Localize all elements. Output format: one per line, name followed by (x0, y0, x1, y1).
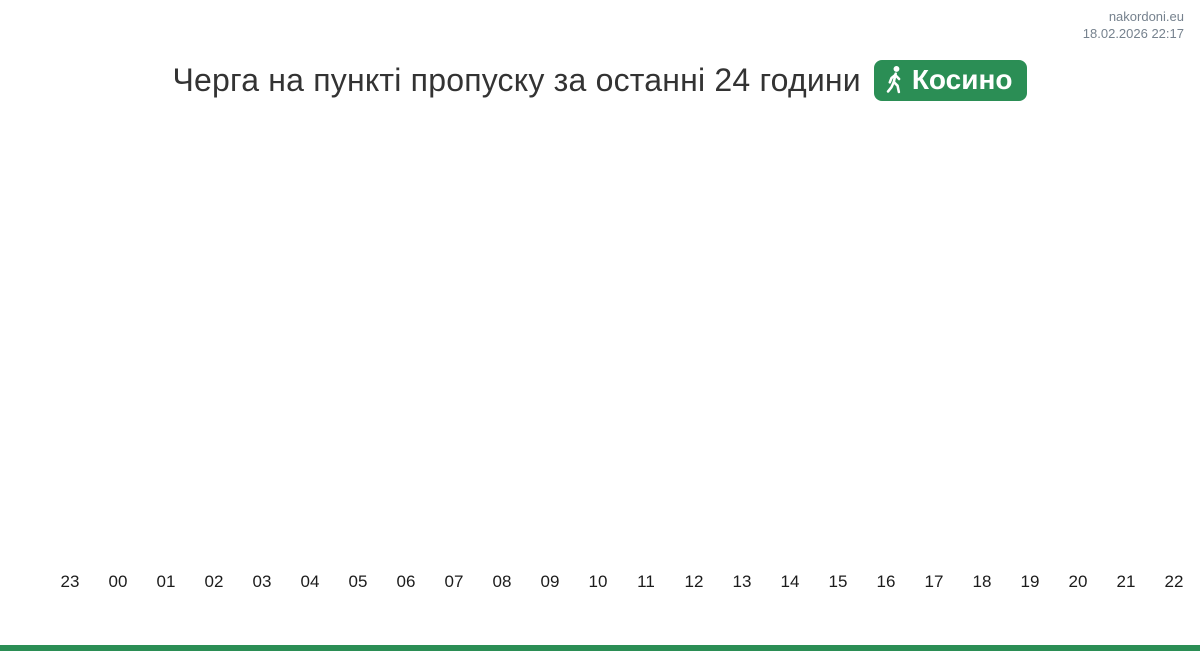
x-axis-label: 01 (156, 572, 176, 591)
x-axis-label: 17 (924, 572, 944, 591)
x-axis-label: 15 (828, 572, 848, 591)
x-axis-label: 22 (1164, 572, 1184, 591)
page-title: Черга на пункті пропуску за останні 24 г… (172, 61, 861, 98)
x-axis-label: 11 (637, 572, 655, 591)
x-axis-label: 21 (1116, 572, 1136, 591)
watermark-timestamp: 18.02.2026 22:17 (1082, 26, 1184, 41)
chart-header: Черга на пункті пропуску за останні 24 г… (0, 58, 1200, 102)
chart-plot-area (46, 130, 1198, 565)
x-axis: 23 00 01 02 03 04 05 06 07 08 09 10 11 1… (46, 572, 1198, 592)
watermark-site: nakordoni.eu (1108, 9, 1184, 24)
x-axis-label: 02 (204, 572, 224, 591)
x-axis-label: 05 (348, 572, 368, 591)
footer-accent-bar (0, 645, 1200, 651)
x-axis-label: 16 (876, 572, 896, 591)
x-axis-label: 09 (540, 572, 560, 591)
watermark: nakordoni.eu 18.02.2026 22:17 (1083, 8, 1184, 42)
x-axis-label: 12 (684, 572, 704, 591)
x-axis-label: 03 (252, 572, 272, 591)
x-axis-label: 13 (732, 572, 752, 591)
checkpoint-badge-label: Косино (911, 64, 1013, 95)
x-axis-label: 07 (444, 572, 464, 591)
x-axis-label: 08 (492, 572, 512, 591)
x-axis-label: 18 (972, 572, 992, 591)
x-axis-label: 14 (780, 572, 800, 591)
x-axis-label: 10 (588, 572, 608, 591)
x-axis-label: 20 (1068, 572, 1088, 591)
checkpoint-badge[interactable]: Косино (873, 59, 1028, 101)
x-axis-label: 19 (1020, 572, 1040, 591)
x-axis-label: 00 (108, 572, 128, 591)
x-axis-label: 06 (396, 572, 416, 591)
x-axis-label: 04 (300, 572, 320, 591)
person-walking-icon (885, 65, 905, 95)
x-axis-label: 23 (60, 572, 80, 591)
